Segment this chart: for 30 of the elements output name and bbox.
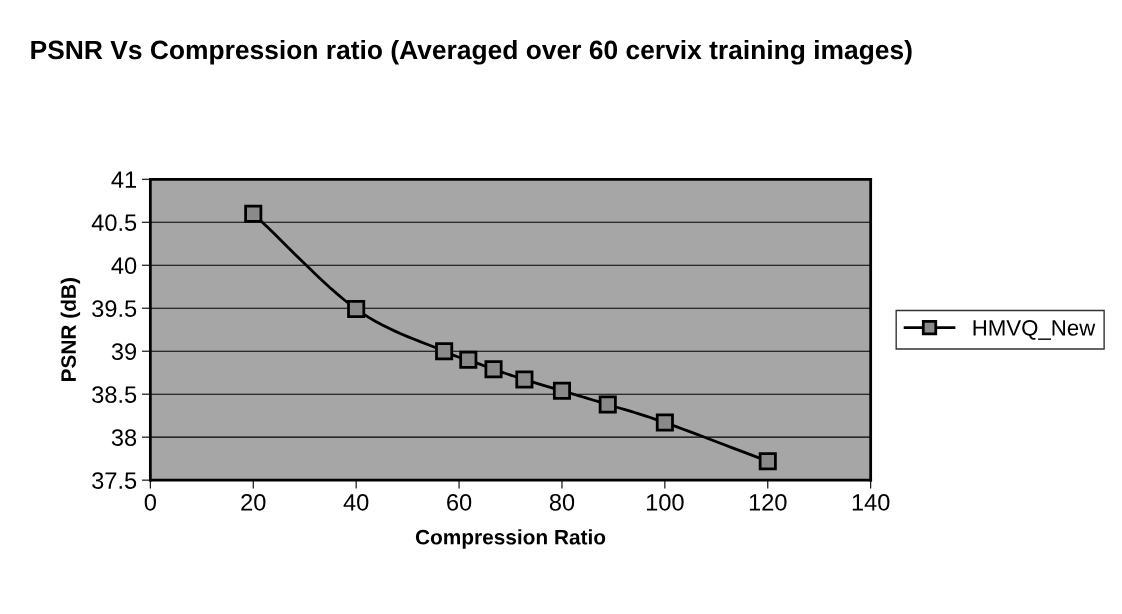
point xyxy=(347,300,366,319)
y-tick-label: 40.5 xyxy=(91,214,137,232)
x-tick-label: 120 xyxy=(749,493,787,511)
point xyxy=(758,452,777,471)
y-tick-label: 40 xyxy=(111,257,137,275)
legend-label: HMVQ_New xyxy=(973,319,1096,340)
y-tick-label: 37.5 xyxy=(92,472,137,489)
point xyxy=(435,342,454,361)
y-tick-label: 41 xyxy=(111,171,136,188)
x-tick-label: 0 xyxy=(144,493,156,511)
x-tick-label: 80 xyxy=(549,493,575,511)
y-tick-label: 38.5 xyxy=(92,386,137,403)
x-tick-label: 100 xyxy=(646,493,684,511)
point xyxy=(484,360,503,379)
x-tick-label: 20 xyxy=(241,493,266,511)
point xyxy=(459,350,478,369)
y-tick-label: 39.5 xyxy=(92,300,137,318)
point xyxy=(655,413,674,432)
x-axis-title: Compression Ratio xyxy=(415,529,606,549)
point xyxy=(552,381,571,400)
chart-title: PSNR Vs Compression ratio (Averaged over 60 cervix training images) xyxy=(31,39,912,65)
y-tick-label: 38 xyxy=(111,429,137,446)
y-axis-title: PSNR (dB) xyxy=(60,278,81,381)
x-tick-label: 60 xyxy=(447,493,472,511)
x-tick-label: 40 xyxy=(343,493,369,511)
point xyxy=(244,204,263,223)
x-tick-label: 140 xyxy=(852,493,890,511)
y-tick-label: 39 xyxy=(111,343,137,360)
point xyxy=(515,370,534,389)
point xyxy=(598,395,617,414)
